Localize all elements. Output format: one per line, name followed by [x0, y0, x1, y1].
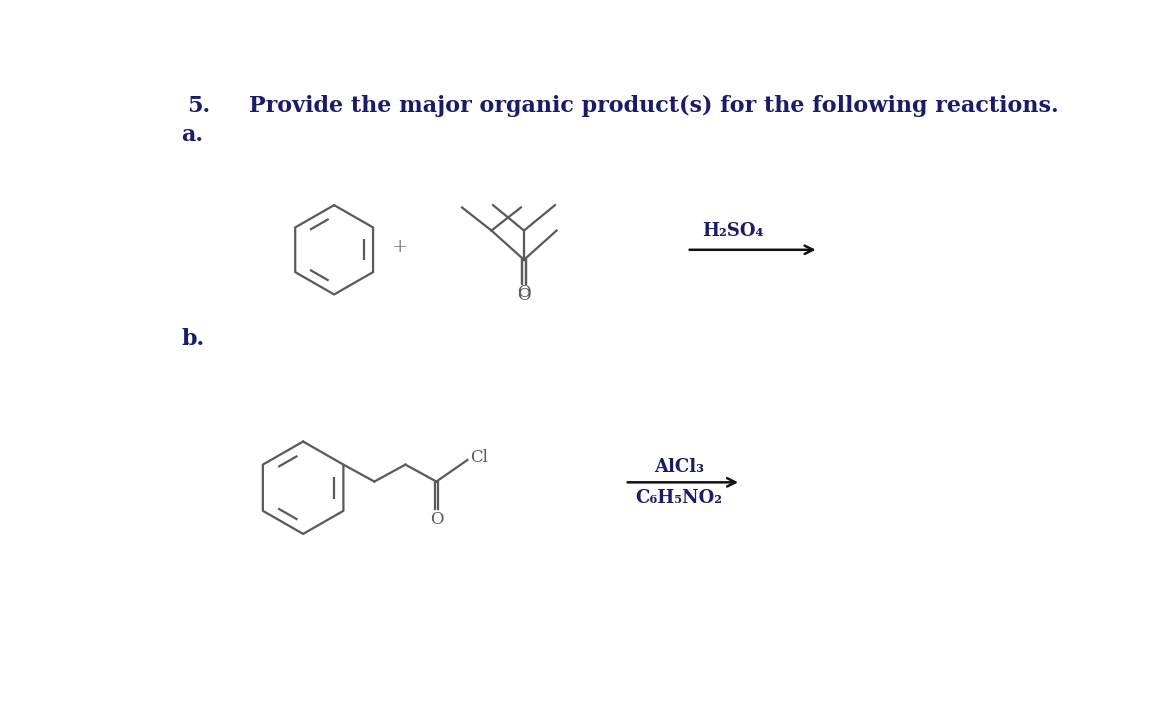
- Text: 5.: 5.: [187, 95, 210, 117]
- Text: Provide the major organic product(s) for the following reactions.: Provide the major organic product(s) for…: [249, 95, 1058, 117]
- Text: Cl: Cl: [471, 449, 488, 466]
- Text: O: O: [517, 286, 531, 304]
- Text: O: O: [429, 511, 443, 528]
- Text: b.: b.: [181, 329, 204, 350]
- Text: a.: a.: [181, 124, 203, 146]
- Text: +: +: [391, 239, 409, 256]
- Text: C₆H₅NO₂: C₆H₅NO₂: [636, 489, 722, 507]
- Text: H₂SO₄: H₂SO₄: [703, 222, 764, 239]
- Text: AlCl₃: AlCl₃: [654, 458, 704, 476]
- Text: O: O: [517, 284, 531, 301]
